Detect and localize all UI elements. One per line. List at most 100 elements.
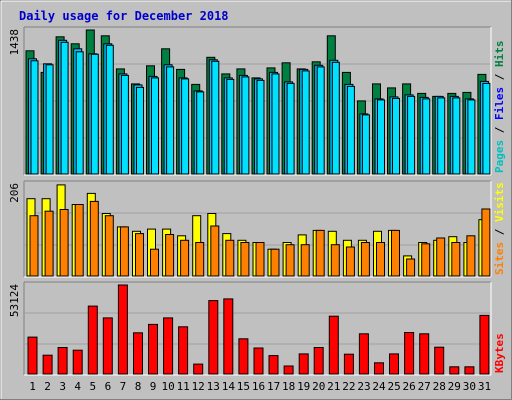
x-tick-label: 7 xyxy=(120,380,127,393)
chart-title: Daily usage for December 2018 xyxy=(19,9,229,23)
bar-pages xyxy=(482,82,491,175)
bar-kbytes xyxy=(358,333,369,375)
panel-hits-files-pages: 1438 Pages / Files / Hits xyxy=(8,26,506,176)
bar-sites xyxy=(481,208,491,277)
bar-kbytes xyxy=(389,353,399,375)
bar-pages xyxy=(361,114,370,175)
bar-kbytes xyxy=(268,355,279,375)
legend-separator: / xyxy=(493,222,506,242)
bar-pages xyxy=(75,51,84,175)
x-tick-label: 18 xyxy=(282,380,295,393)
bar-sites xyxy=(225,239,235,277)
legend-item-kbytes: KBytes xyxy=(493,333,506,373)
x-tick-label: 14 xyxy=(222,380,236,393)
panel-kbytes: 53124 KBytes xyxy=(8,281,506,376)
x-tick-label: 1 xyxy=(29,380,36,393)
legend-hits-files-pages: Pages / Files / Hits xyxy=(493,41,506,174)
bar-sites xyxy=(270,248,280,277)
bar-kbytes xyxy=(419,333,430,375)
bar-sites xyxy=(210,225,220,277)
x-tick-label: 5 xyxy=(89,380,96,393)
bar-pages xyxy=(151,77,159,175)
bar-sites xyxy=(74,204,84,277)
x-tick-label: 20 xyxy=(312,380,325,393)
bar-kbytes xyxy=(163,317,174,375)
bar-kbytes xyxy=(27,336,38,375)
bar-kbytes xyxy=(449,366,460,375)
x-tick-label: 31 xyxy=(478,380,491,393)
bar-kbytes xyxy=(328,315,339,375)
legend-separator: / xyxy=(493,120,506,140)
bar-sites xyxy=(135,233,144,277)
bar-pages xyxy=(346,85,355,175)
x-tick-label: 3 xyxy=(59,380,66,393)
bar-kbytes xyxy=(313,347,324,375)
bar-kbytes xyxy=(374,362,384,375)
legend-item-visits: Visits xyxy=(493,182,506,222)
bar-pages xyxy=(120,74,129,175)
bar-sites xyxy=(255,242,265,277)
bar-pages xyxy=(181,78,190,175)
y-axis-max-label: 53124 xyxy=(8,284,21,317)
bar-sites xyxy=(150,248,159,277)
x-tick-label: 8 xyxy=(135,380,142,393)
bar-pages xyxy=(316,66,325,175)
bar-kbytes xyxy=(283,365,294,375)
bar-kbytes xyxy=(343,353,354,375)
bar-sites xyxy=(44,210,54,277)
bar-pages xyxy=(377,99,385,175)
x-tick-label: 16 xyxy=(252,380,265,393)
bar-pages xyxy=(105,44,114,175)
y-axis-max-label: 1438 xyxy=(8,29,21,56)
bar-pages xyxy=(256,79,265,175)
bar-kbytes xyxy=(298,353,309,375)
bar-kbytes xyxy=(42,354,53,375)
bar-pages xyxy=(437,97,446,175)
panel-visits-sites: 206 Sites / Visits xyxy=(8,180,506,278)
bar-kbytes xyxy=(479,314,490,375)
bar-sites xyxy=(421,243,431,277)
x-tick-label: 10 xyxy=(161,380,174,393)
bar-kbytes xyxy=(464,366,475,375)
y-axis-max-label: 206 xyxy=(8,183,21,203)
bar-sites xyxy=(165,234,175,277)
bar-pages xyxy=(422,98,431,175)
legend-item-hits: Hits xyxy=(493,41,506,68)
bar-pages xyxy=(30,60,39,175)
legend-separator: / xyxy=(493,67,506,87)
bar-sites xyxy=(315,229,325,277)
bar-sites xyxy=(391,229,400,277)
x-tick-label: 15 xyxy=(237,380,250,393)
bar-kbytes xyxy=(117,284,128,375)
bar-kbytes xyxy=(102,317,113,375)
x-tick-label: 29 xyxy=(448,380,461,393)
x-tick-label: 23 xyxy=(357,380,370,393)
x-tick-label: 6 xyxy=(105,380,112,393)
bar-sites xyxy=(345,246,355,277)
bar-sites xyxy=(59,209,69,277)
bar-pages xyxy=(407,95,416,175)
bar-sites xyxy=(89,200,99,277)
bar-sites xyxy=(119,226,129,277)
x-tick-label: 22 xyxy=(342,380,355,393)
x-tick-label: 28 xyxy=(433,380,446,393)
bar-sites xyxy=(300,244,310,277)
bar-sites xyxy=(436,237,446,277)
x-tick-label: 17 xyxy=(267,380,280,393)
bar-kbytes xyxy=(404,332,415,375)
bar-kbytes xyxy=(148,323,158,375)
x-tick-label: 27 xyxy=(418,380,431,393)
bar-pages xyxy=(211,60,220,175)
x-tick-label: 9 xyxy=(150,380,157,393)
bar-sites xyxy=(240,242,250,277)
legend-item-pages: Pages xyxy=(493,140,506,173)
x-tick-label: 11 xyxy=(177,380,190,393)
legend-item-files: Files xyxy=(493,87,506,120)
bar-pages xyxy=(286,82,295,175)
bar-kbytes xyxy=(57,347,68,375)
bar-kbytes xyxy=(133,332,143,375)
x-tick-label: 13 xyxy=(207,380,220,393)
bar-sites xyxy=(104,215,114,277)
x-tick-label: 21 xyxy=(327,380,340,393)
x-axis-labels: 1 2 3 4 5 6 7 8 9 10 11 12 13 14 15 16 17 18 19 20 21 22 23 24 2… xyxy=(29,380,491,393)
